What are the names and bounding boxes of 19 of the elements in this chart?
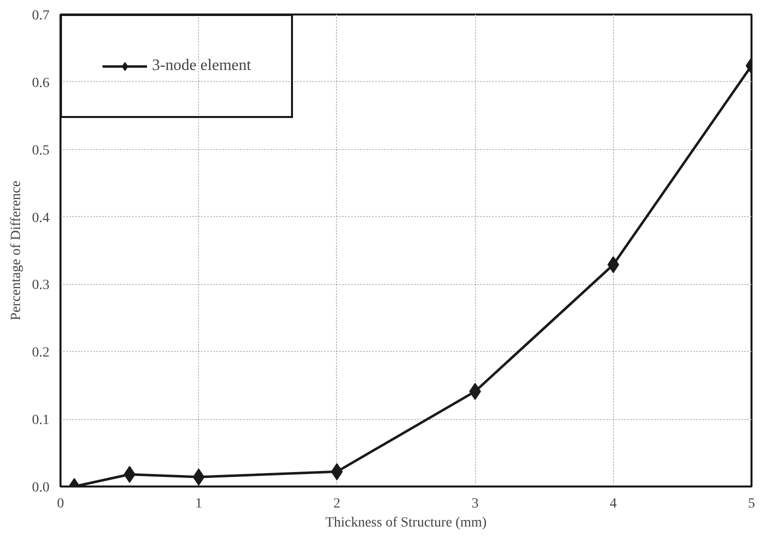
y-tick-label: 0.2 xyxy=(32,346,50,361)
legend-label: 3-node element xyxy=(152,57,252,75)
x-tick-label: 2 xyxy=(333,496,340,512)
y-tick-label: 0.7 xyxy=(32,8,50,24)
y-tick-label: 0.4 xyxy=(32,210,50,226)
x-axis-title: Thickness of Structure (mm) xyxy=(325,516,488,530)
point xyxy=(192,468,205,486)
y-tick-label: 0.5 xyxy=(32,143,50,158)
x-tick-label: 1 xyxy=(195,496,202,512)
x-tick-label: 4 xyxy=(610,496,617,512)
x-tick-label: 5 xyxy=(748,496,755,512)
y-tick-label: 0.3 xyxy=(32,278,50,294)
x-tick-label: 3 xyxy=(472,496,479,512)
y-tick-label: 0.1 xyxy=(32,413,50,428)
point xyxy=(607,256,620,274)
x-tick-label: 0 xyxy=(57,496,64,512)
y-tick-label: 0.0 xyxy=(32,480,50,496)
y-tick-label: 0.6 xyxy=(32,76,50,91)
y-axis-title: Percentage of Difference xyxy=(9,180,24,320)
